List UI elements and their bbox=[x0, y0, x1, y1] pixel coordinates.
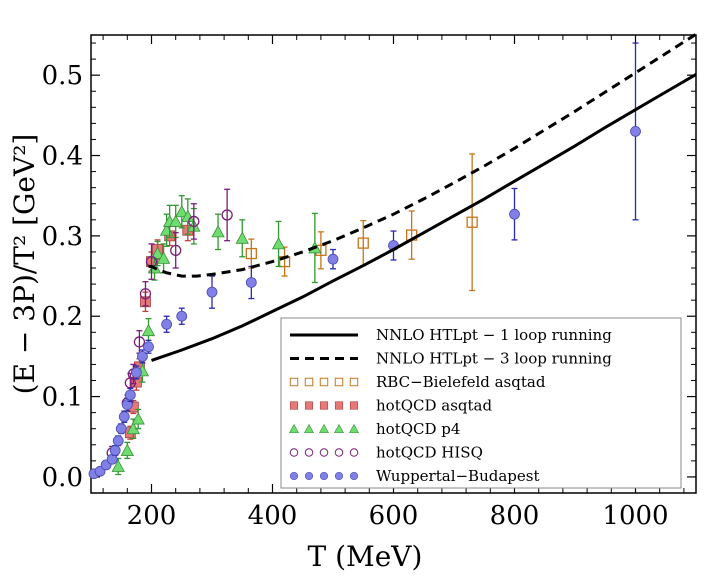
data-point bbox=[112, 435, 124, 447]
legend-marker bbox=[304, 377, 314, 387]
legend-marker bbox=[349, 377, 359, 387]
legend-items: NNLO HTLpt − 1 loop running NNLO HTLpt − … bbox=[288, 326, 612, 485]
data-point bbox=[357, 237, 369, 249]
legend-marker bbox=[349, 401, 359, 410]
data-point bbox=[118, 411, 130, 423]
x-axis-label: T (MeV) bbox=[308, 540, 423, 573]
data-point bbox=[188, 215, 200, 228]
x-tick-label: 600 bbox=[369, 501, 419, 531]
data-point bbox=[141, 323, 156, 337]
data-point bbox=[211, 225, 225, 238]
legend-label: Wuppertal−Budapest bbox=[376, 467, 540, 485]
data-point bbox=[235, 231, 249, 244]
data-point bbox=[271, 237, 286, 250]
data-point bbox=[115, 423, 127, 435]
data-point bbox=[109, 445, 121, 456]
legend: NNLO HTLpt − 1 loop running NNLO HTLpt − … bbox=[280, 317, 682, 489]
legend-marker bbox=[319, 471, 329, 481]
legend-label: NNLO HTLpt − 3 loop running bbox=[376, 350, 612, 368]
theory-curves bbox=[148, 32, 697, 362]
data-point bbox=[245, 247, 257, 260]
series-circle-filled bbox=[88, 42, 641, 480]
legend-marker bbox=[319, 377, 329, 387]
data-point bbox=[169, 214, 183, 227]
data-point bbox=[121, 399, 133, 411]
y-tick-label: 0.5 bbox=[42, 61, 83, 91]
x-tick-label: 200 bbox=[127, 501, 177, 531]
legend-marker bbox=[334, 471, 344, 481]
data-point bbox=[206, 286, 218, 298]
data-point bbox=[245, 277, 257, 288]
legend-label: hotQCD p4 bbox=[376, 420, 460, 438]
legend-marker bbox=[289, 448, 299, 457]
legend-box bbox=[280, 317, 682, 489]
legend-marker bbox=[303, 423, 315, 434]
legend-marker bbox=[334, 448, 344, 457]
legend-marker bbox=[333, 423, 345, 434]
legend-marker bbox=[289, 377, 299, 387]
data-point bbox=[630, 126, 641, 137]
x-tick-label: 1000 bbox=[602, 501, 668, 531]
y-tick-label: 0.2 bbox=[42, 302, 83, 332]
data-point bbox=[133, 336, 146, 348]
legend-label: NNLO HTLpt − 1 loop running bbox=[376, 326, 612, 344]
tick-labels: 200 400 600 800 1000 0.0 0.1 0.2 0.3 0.4 0.5 bbox=[42, 61, 669, 531]
legend-label: hotQCD HISQ bbox=[376, 444, 483, 462]
data-point bbox=[137, 351, 148, 362]
data-point bbox=[181, 209, 195, 222]
x-tick-label: 800 bbox=[490, 501, 540, 531]
data-point bbox=[170, 244, 182, 256]
data-point bbox=[131, 412, 145, 425]
legend-label: hotQCD asqtad bbox=[376, 397, 493, 415]
legend-marker bbox=[349, 471, 359, 481]
legend-marker bbox=[319, 401, 329, 410]
data-point bbox=[327, 253, 339, 265]
data-point bbox=[139, 288, 152, 300]
data-point bbox=[156, 251, 171, 264]
y-axis-label: (E − 3P)/T² [GeV²] bbox=[8, 134, 41, 395]
legend-marker bbox=[318, 423, 330, 434]
y-tick-label: 0.1 bbox=[42, 383, 83, 413]
data-point bbox=[509, 208, 520, 220]
legend-marker bbox=[304, 448, 314, 457]
data-point bbox=[150, 246, 165, 259]
curve-solid bbox=[151, 73, 697, 362]
data-point bbox=[143, 341, 154, 353]
y-tick-label: 0.4 bbox=[42, 142, 83, 172]
legend-marker bbox=[334, 401, 344, 410]
legend-label: RBC−Bielefeld asqtad bbox=[376, 373, 546, 391]
legend-marker bbox=[334, 377, 344, 387]
legend-marker bbox=[349, 448, 359, 457]
legend-marker bbox=[289, 401, 299, 410]
legend-marker bbox=[304, 401, 314, 410]
data-point bbox=[130, 367, 142, 378]
data-point bbox=[175, 204, 189, 218]
data-point bbox=[161, 318, 173, 330]
y-tick-label: 0.0 bbox=[42, 463, 83, 493]
legend-marker bbox=[319, 448, 329, 457]
legend-marker bbox=[288, 423, 300, 434]
data-point bbox=[221, 209, 233, 221]
legend-marker bbox=[289, 471, 299, 481]
data-point bbox=[124, 389, 136, 401]
x-tick-label: 400 bbox=[248, 501, 298, 531]
y-tick-label: 0.3 bbox=[42, 222, 83, 252]
data-point bbox=[176, 310, 188, 322]
data-point bbox=[111, 459, 125, 472]
data-point bbox=[466, 216, 478, 228]
legend-marker bbox=[304, 471, 314, 481]
curve-dashed bbox=[148, 32, 697, 278]
data-point bbox=[120, 443, 134, 456]
legend-marker bbox=[348, 423, 360, 434]
